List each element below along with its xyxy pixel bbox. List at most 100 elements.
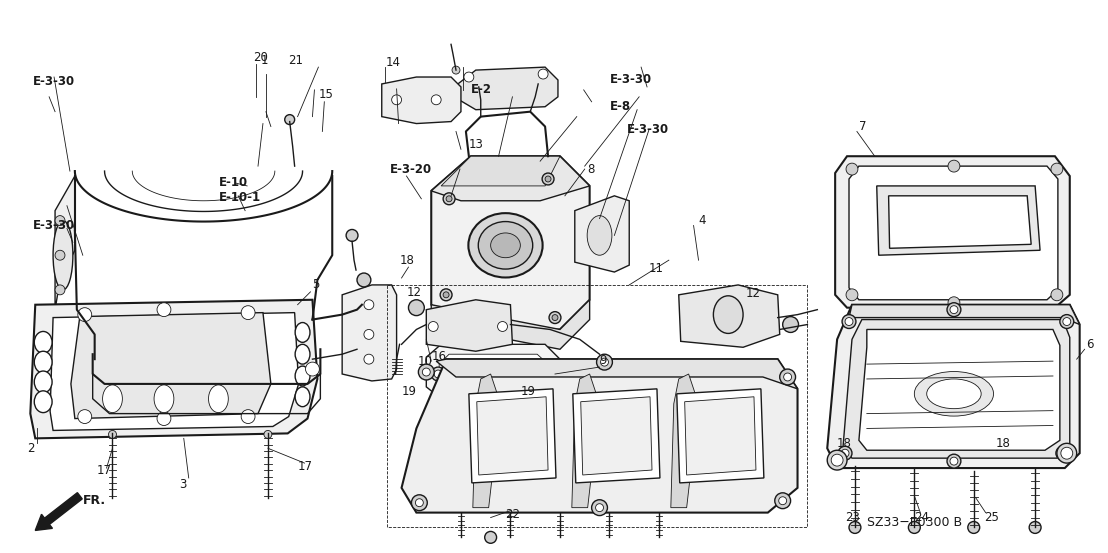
Circle shape (391, 95, 401, 105)
Circle shape (1060, 447, 1073, 459)
Text: E-3-30: E-3-30 (33, 75, 75, 88)
FancyArrow shape (35, 493, 82, 530)
Text: 11: 11 (649, 262, 664, 275)
Circle shape (909, 521, 921, 534)
Circle shape (452, 66, 460, 74)
Circle shape (283, 401, 293, 411)
Ellipse shape (587, 216, 612, 255)
Circle shape (363, 354, 373, 364)
Text: 16: 16 (431, 349, 447, 363)
Circle shape (431, 95, 441, 105)
Circle shape (1060, 315, 1074, 328)
Text: 4: 4 (698, 214, 706, 227)
Circle shape (55, 285, 65, 295)
Circle shape (248, 401, 258, 411)
Text: 19: 19 (521, 385, 535, 398)
Polygon shape (670, 374, 698, 508)
Circle shape (226, 377, 250, 401)
Text: 12: 12 (746, 288, 761, 300)
Polygon shape (431, 156, 589, 201)
Polygon shape (469, 389, 556, 483)
Circle shape (285, 114, 295, 124)
Circle shape (197, 383, 209, 395)
Circle shape (967, 521, 979, 534)
Polygon shape (581, 397, 652, 475)
Ellipse shape (295, 322, 310, 342)
Circle shape (838, 446, 852, 460)
Circle shape (78, 410, 92, 424)
Circle shape (157, 377, 181, 401)
Polygon shape (476, 397, 548, 475)
Circle shape (157, 411, 171, 425)
Circle shape (782, 317, 799, 332)
Text: 17: 17 (298, 460, 312, 473)
Polygon shape (382, 77, 461, 123)
Polygon shape (572, 374, 599, 508)
Circle shape (443, 292, 449, 298)
Polygon shape (575, 196, 629, 272)
Text: 7: 7 (859, 120, 866, 133)
Polygon shape (573, 389, 660, 483)
Polygon shape (679, 285, 780, 347)
Text: E-10-1: E-10-1 (218, 191, 260, 204)
Text: 18: 18 (400, 254, 414, 267)
Circle shape (122, 377, 146, 401)
Text: FR.: FR. (83, 494, 106, 507)
Text: 17: 17 (96, 463, 112, 477)
Circle shape (552, 315, 558, 321)
Circle shape (443, 193, 455, 205)
Ellipse shape (914, 372, 994, 416)
Polygon shape (437, 359, 798, 389)
Text: 18: 18 (995, 437, 1010, 450)
Polygon shape (876, 186, 1040, 255)
Circle shape (242, 306, 255, 320)
Circle shape (831, 454, 843, 466)
Circle shape (841, 449, 849, 457)
Circle shape (214, 401, 224, 411)
Text: 25: 25 (984, 511, 998, 524)
Circle shape (78, 307, 92, 321)
Polygon shape (71, 312, 270, 419)
Polygon shape (342, 285, 397, 381)
Polygon shape (835, 156, 1069, 307)
Ellipse shape (53, 221, 73, 290)
Circle shape (419, 364, 434, 380)
Polygon shape (677, 389, 763, 483)
Circle shape (144, 401, 154, 411)
Text: 14: 14 (386, 56, 401, 69)
Polygon shape (55, 176, 75, 310)
Circle shape (849, 521, 861, 534)
Text: 5: 5 (312, 278, 320, 291)
Polygon shape (454, 67, 558, 109)
Ellipse shape (208, 385, 228, 413)
Circle shape (950, 306, 958, 314)
Text: 15: 15 (318, 88, 334, 101)
Text: E-8: E-8 (609, 100, 630, 113)
Circle shape (357, 273, 371, 287)
Ellipse shape (295, 387, 310, 406)
Circle shape (601, 358, 608, 366)
Circle shape (950, 457, 958, 465)
Circle shape (513, 387, 527, 401)
Circle shape (592, 500, 607, 515)
Text: 22: 22 (505, 508, 521, 521)
Polygon shape (859, 330, 1060, 450)
Polygon shape (431, 300, 589, 349)
Polygon shape (849, 166, 1058, 300)
Polygon shape (431, 156, 589, 335)
Circle shape (346, 229, 358, 241)
Circle shape (538, 69, 548, 79)
Text: 19: 19 (401, 385, 417, 398)
Circle shape (265, 383, 277, 395)
Circle shape (163, 383, 175, 395)
Circle shape (842, 315, 856, 328)
Circle shape (434, 370, 442, 378)
Circle shape (847, 163, 858, 175)
Circle shape (55, 216, 65, 226)
Circle shape (516, 390, 524, 398)
Circle shape (774, 493, 791, 509)
Ellipse shape (34, 331, 52, 353)
Polygon shape (828, 305, 1079, 468)
Circle shape (542, 173, 554, 185)
Circle shape (109, 430, 116, 439)
